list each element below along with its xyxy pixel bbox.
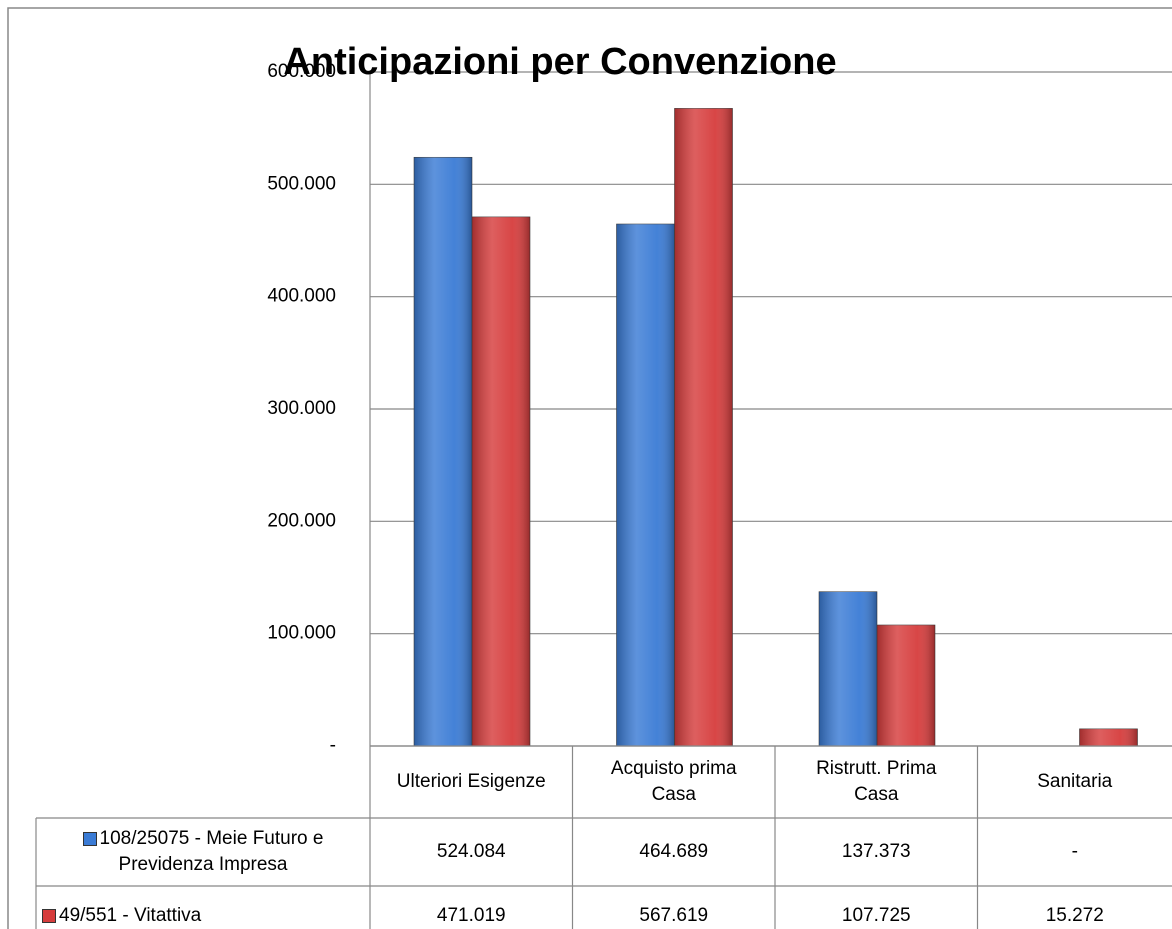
bar-shade <box>1079 728 1138 746</box>
bar-shade <box>616 223 675 746</box>
legend-entry-text: 49/551 - Vitattiva <box>42 903 201 929</box>
y-tick-label: 300.000 <box>267 398 336 419</box>
table-value-text: 471.019 <box>436 905 506 926</box>
bar-shade <box>414 157 472 746</box>
table-value: 137.373 <box>775 818 978 886</box>
y-tick-label: 400.000 <box>267 286 336 307</box>
table-value: 524.084 <box>370 818 573 886</box>
chart-title: Anticipazioni per Convenzione <box>283 41 836 83</box>
table-value-text: 524.084 <box>436 841 506 862</box>
category-label: Ristrutt. Prima Casa <box>775 746 978 818</box>
category-label-text: Acquisto prima Casa <box>610 758 737 805</box>
table-value: 471.019 <box>370 886 573 929</box>
bar-shade <box>674 108 733 747</box>
y-tick-label: 100.000 <box>267 623 336 644</box>
legend-entry-text: 108/25075 - Meie Futuro e Previdenza Imp… <box>53 826 353 878</box>
category-label: Ulteriori Esigenze <box>370 746 573 818</box>
table-value-text: 567.619 <box>639 905 709 926</box>
table-value-text: 15.272 <box>1045 905 1104 926</box>
legend-key <box>42 908 56 923</box>
legend-key <box>82 831 97 846</box>
y-tick-label: 200.000 <box>267 510 336 531</box>
table-value-text: 107.725 <box>841 905 911 926</box>
legend-entry: 49/551 - Vitattiva <box>36 886 370 929</box>
table-value-text: 464.689 <box>639 841 709 862</box>
y-tick-label: - <box>330 735 336 756</box>
table-value: 464.689 <box>573 818 776 886</box>
category-label: Acquisto prima Casa <box>573 746 776 818</box>
table-value: 107.725 <box>775 886 978 929</box>
table-value: - <box>978 818 1172 886</box>
bar-shade <box>472 216 530 746</box>
category-label-text: Sanitaria <box>1037 771 1113 792</box>
table-value-text: - <box>1071 841 1078 862</box>
table-value: 15.272 <box>978 886 1172 929</box>
bar-shade <box>877 624 935 746</box>
y-tick-label: 600.000 <box>267 61 336 82</box>
table-value-text: 137.373 <box>841 841 911 862</box>
category-label-text: Ulteriori Esigenze <box>396 771 546 792</box>
category-label: Sanitaria <box>978 746 1172 818</box>
chart-border <box>7 7 1172 929</box>
bar-shade <box>819 591 877 746</box>
table-value: 567.619 <box>573 886 776 929</box>
legend-entry: 108/25075 - Meie Futuro e Previdenza Imp… <box>36 818 370 886</box>
category-label-text: Ristrutt. Prima Casa <box>816 758 937 805</box>
y-tick-label: 500.000 <box>267 173 336 194</box>
